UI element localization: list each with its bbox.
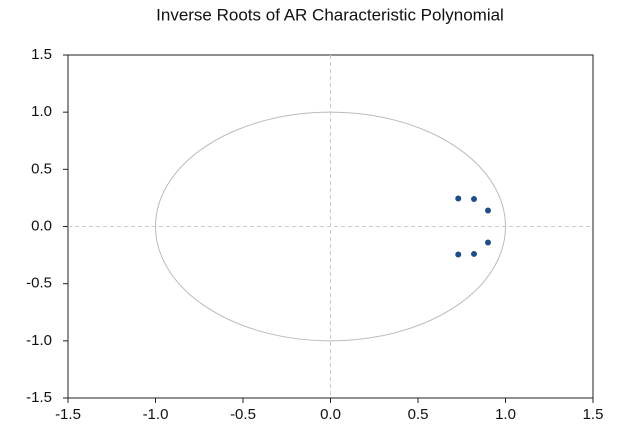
y-tick-label: 0.0 — [31, 217, 52, 234]
point — [485, 207, 491, 214]
x-tick-label: 0.0 — [320, 406, 341, 423]
y-tick-label: 1.5 — [31, 46, 52, 63]
x-tick-label: -1.5 — [55, 406, 81, 423]
y-tick-label: -1.5 — [26, 389, 52, 406]
unit-circle — [155, 111, 506, 342]
x-tick-label: 1.0 — [495, 406, 516, 423]
x-tick-label: -1.0 — [143, 406, 169, 423]
x-tick-label: 1.5 — [583, 406, 604, 423]
y-tick-label: 0.5 — [31, 160, 52, 177]
chart-title: Inverse Roots of AR Characteristic Polyn… — [156, 5, 504, 24]
y-tick-label: -0.5 — [26, 275, 52, 292]
point — [455, 195, 462, 202]
y-tick-label: -1.0 — [26, 332, 52, 349]
point — [471, 196, 477, 203]
x-tick-label: -0.5 — [230, 406, 256, 423]
point — [455, 251, 462, 258]
point — [471, 250, 477, 257]
point — [485, 239, 491, 246]
x-tick-label: 0.5 — [408, 406, 429, 423]
y-tick-label: 1.0 — [31, 103, 52, 120]
